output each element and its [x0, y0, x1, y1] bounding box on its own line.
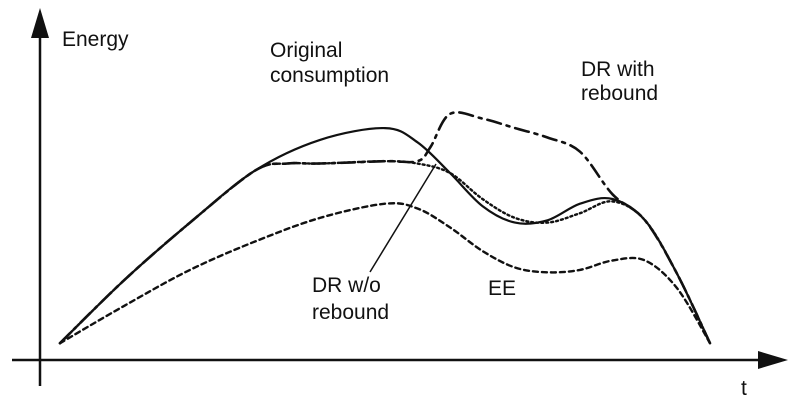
series-line-3 — [58, 202, 712, 345]
x-axis-label: t — [741, 377, 747, 400]
series-line-0 — [58, 126, 712, 345]
series-label-0-line-1: consumption — [270, 64, 389, 87]
series-line-1 — [58, 111, 712, 345]
x-axis — [12, 351, 788, 369]
series-label-1-line-0: DR with — [581, 58, 655, 81]
series-label-2-line-0: DR w/o — [312, 274, 381, 297]
series-label-2-line-1: rebound — [312, 301, 389, 324]
y-axis — [31, 8, 49, 386]
y-axis-label: Energy — [62, 28, 129, 51]
series-label-0: Original consumption — [270, 39, 389, 87]
series-label-1-line-1: rebound — [581, 82, 658, 105]
series-label-1: DR with rebound — [581, 58, 658, 105]
series-label-3: EE — [488, 277, 516, 300]
series-curves — [58, 111, 712, 345]
y-axis-arrow — [31, 8, 49, 38]
series-label-2: DR w/o rebound — [312, 274, 389, 324]
dr-without-rebound-pointer — [369, 163, 437, 273]
x-axis-arrow — [758, 351, 788, 369]
series-label-3-line-0: EE — [488, 277, 516, 300]
series-label-0-line-0: Original — [270, 39, 342, 62]
